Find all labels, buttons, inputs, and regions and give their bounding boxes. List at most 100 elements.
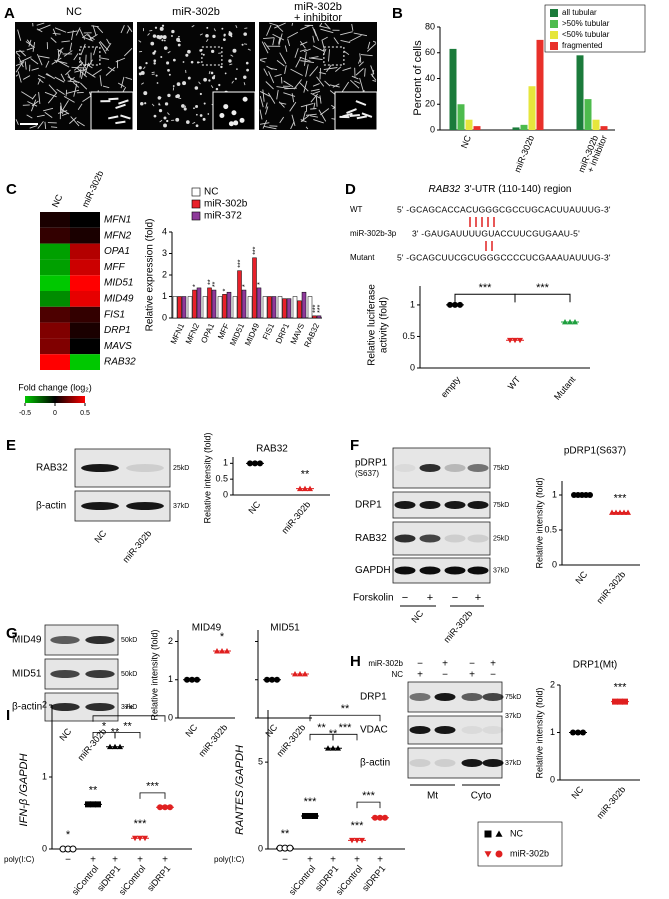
y-axis-label: Percent of cells [412,40,424,116]
title-gene: RAB32 [428,184,460,195]
mito [310,56,319,59]
point [587,492,593,498]
mito [242,96,248,102]
mito [178,35,180,38]
point [85,801,91,808]
mito [232,48,237,53]
condition-label: poly(I:C) [4,855,35,864]
column-label: miR-302b [80,169,106,209]
mito [318,109,327,122]
colorbar [25,396,85,403]
zoom-box [201,46,223,66]
significance: ** [89,784,98,796]
mito [15,74,19,77]
row-label: MFF [104,262,125,273]
significance: *** [479,282,493,294]
mito [359,77,364,92]
mito [235,25,238,29]
significance: ** [301,469,310,481]
fraction-label: Cyto [471,791,492,802]
mito [212,34,216,39]
treatment-sign: − [452,592,458,604]
mito [108,97,119,101]
mito [156,82,159,84]
mito [45,73,53,78]
bar [172,296,178,319]
treatment-label: Forskolin [353,593,394,604]
point [609,509,615,515]
band [419,534,441,543]
mito [185,53,189,57]
mito [26,114,33,119]
mito [166,119,169,123]
mito [262,119,268,129]
mito [243,82,246,86]
mito [267,92,276,104]
mito [38,92,41,104]
bar [528,86,536,130]
row-label: RAB32 [104,357,136,368]
mito [120,25,125,34]
mito [166,61,170,65]
row-label: DRP1 [104,325,131,336]
mito [245,61,249,65]
mito [159,26,164,31]
bar [576,55,584,131]
mito [259,59,266,63]
mito [30,99,37,112]
mito [316,76,325,87]
mito [328,49,330,62]
mito [153,59,157,63]
mito [205,33,209,38]
legend-marker [495,830,503,837]
x-tick-label: OPA1 [199,321,216,344]
mito [355,100,367,106]
heat-cell [70,322,100,339]
mito [44,111,53,118]
bar [196,287,202,319]
mito [203,102,206,105]
mito [199,92,202,96]
chart-title: DRP1(Mt) [573,660,617,671]
mito [194,86,199,90]
mito [44,121,47,130]
legend-swatch [550,9,558,17]
band [81,502,119,510]
bar [584,99,592,130]
sequence-name: Mutant [350,253,375,262]
panel-letter: D [345,181,356,198]
mito [372,40,377,43]
row-label: MFN1 [104,215,131,226]
bar [256,287,262,319]
mito [191,25,195,28]
point [302,812,308,819]
mito [263,68,269,76]
mito [323,67,338,71]
mito [47,92,58,104]
mito [290,68,303,76]
significance: * [242,284,249,287]
mito [223,104,229,110]
mito [177,39,181,42]
mito [309,115,319,118]
mito [108,115,119,120]
point [382,814,388,821]
blot-label: DRP1 [360,692,387,703]
significance: * [257,282,264,285]
bar [292,296,298,319]
heat-cell [70,212,100,228]
point [157,804,163,811]
mito [300,119,307,123]
bar [247,296,253,319]
mito [360,54,373,57]
mito [69,42,73,51]
mito [195,124,199,128]
mito [105,66,116,76]
mito [45,60,50,68]
mito [295,56,302,68]
legend-marker [495,850,503,858]
chart-title: RAB32 [256,444,288,455]
band [461,726,483,734]
x-tick-label: NC [246,499,262,516]
